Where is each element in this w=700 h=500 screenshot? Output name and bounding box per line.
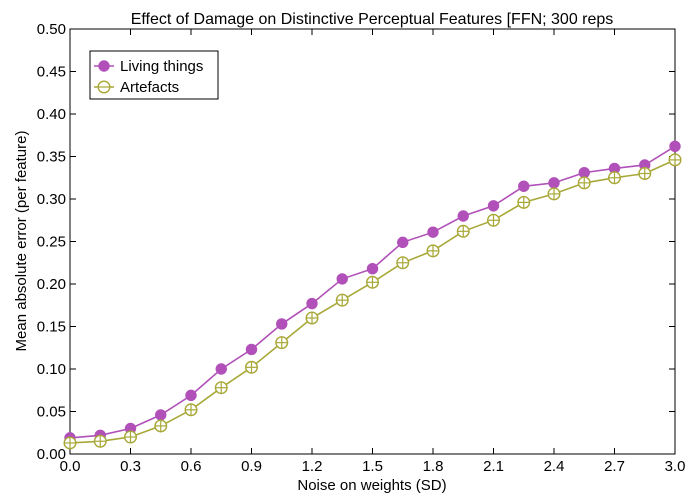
x-tick-label: 3.0 bbox=[665, 458, 686, 475]
x-tick-label: 0.6 bbox=[181, 458, 202, 475]
y-tick-label: 0.10 bbox=[37, 361, 66, 378]
data-point bbox=[215, 363, 227, 375]
y-tick-label: 0.35 bbox=[37, 149, 66, 166]
data-point bbox=[397, 236, 409, 249]
y-axis-label: Mean absolute error (per feature) bbox=[13, 131, 30, 352]
x-tick-label: 0.3 bbox=[120, 458, 141, 475]
data-point bbox=[276, 318, 288, 330]
data-point bbox=[336, 273, 348, 285]
series-line bbox=[69, 159, 676, 444]
data-point bbox=[548, 177, 560, 189]
x-tick-label: 2.4 bbox=[544, 458, 565, 475]
y-tick-label: 0.20 bbox=[37, 276, 66, 293]
y-tick-label: 0.50 bbox=[37, 21, 66, 38]
x-axis: 0.0 0.3 0.6 0.9 1.2 1.5 1.8 2.1 2.4 2.7 3.0 bbox=[60, 29, 686, 475]
legend-label: Artefacts bbox=[120, 79, 179, 96]
data-point bbox=[669, 140, 681, 153]
chart-title: Effect of Damage on Distinctive Perceptu… bbox=[131, 11, 614, 28]
y-axis: 0.00 0.05 0.10 0.15 0.20 0.25 0.30 0.35 0.40 0.45… bbox=[37, 21, 675, 463]
y-tick-label: 0.15 bbox=[37, 319, 66, 336]
x-tick-label: 0.9 bbox=[241, 458, 262, 475]
x-tick-label: 1.8 bbox=[423, 458, 444, 475]
y-tick-label: 0.40 bbox=[37, 106, 66, 123]
y-tick-label: 0.30 bbox=[37, 191, 66, 208]
series-artefacts bbox=[63, 153, 682, 450]
x-tick-label: 1.5 bbox=[362, 458, 383, 475]
data-point bbox=[185, 389, 197, 402]
legend: Living things Artefacts bbox=[89, 50, 219, 100]
x-tick-label: 2.1 bbox=[483, 458, 504, 475]
data-point bbox=[457, 210, 469, 222]
data-point bbox=[518, 180, 530, 192]
series-layer bbox=[63, 140, 682, 450]
data-point bbox=[306, 297, 318, 310]
x-axis-label: Noise on weights (SD) bbox=[297, 477, 446, 494]
data-point bbox=[245, 343, 258, 356]
data-point bbox=[487, 200, 500, 212]
y-tick-label: 0.25 bbox=[37, 234, 66, 251]
data-point bbox=[155, 409, 167, 421]
x-tick-label: 2.7 bbox=[604, 458, 625, 475]
y-tick-label: 0.00 bbox=[37, 446, 66, 463]
legend-box bbox=[89, 50, 219, 100]
y-tick-label: 0.05 bbox=[37, 404, 66, 421]
x-tick-label: 1.2 bbox=[302, 458, 323, 475]
legend-label: Living things bbox=[120, 58, 203, 75]
y-tick-label: 0.45 bbox=[37, 64, 66, 81]
x-tick-label: 0.0 bbox=[60, 458, 81, 475]
data-point bbox=[427, 226, 439, 238]
data-point bbox=[366, 263, 379, 275]
series-line bbox=[69, 145, 676, 439]
data-point bbox=[578, 166, 590, 179]
legend-marker bbox=[98, 60, 110, 72]
